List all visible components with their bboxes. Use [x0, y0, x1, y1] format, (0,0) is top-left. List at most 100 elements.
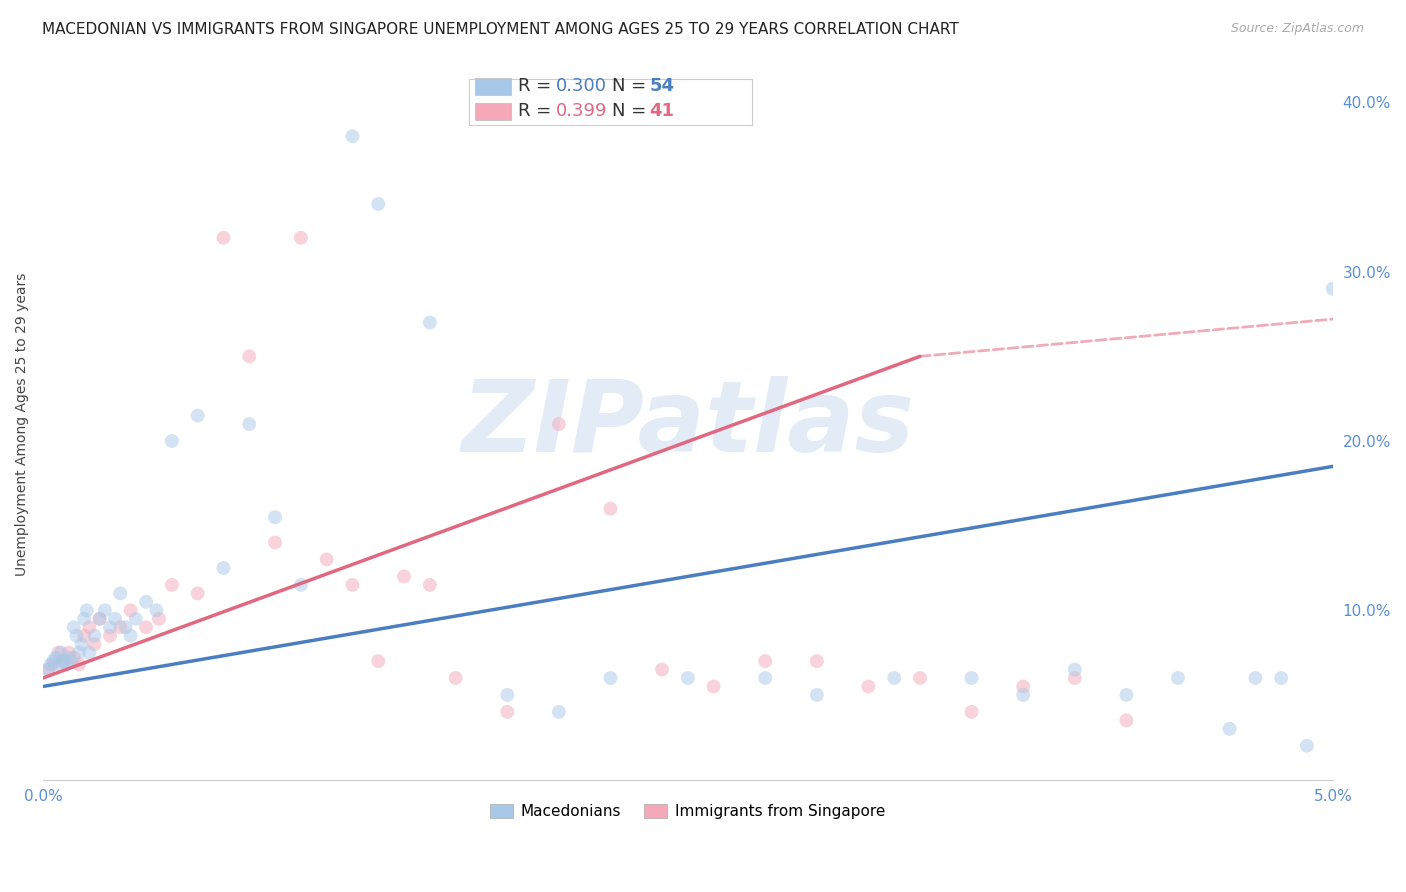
Text: R =: R = [517, 78, 557, 95]
Point [79, 646, 101, 660]
Point [89, 612, 111, 626]
Point [651, 663, 673, 677]
Point [135, 620, 157, 634]
Point [960, 671, 983, 685]
Point [94, 603, 117, 617]
Text: N =: N = [612, 78, 652, 95]
Point [676, 671, 699, 685]
Text: 0.399: 0.399 [557, 103, 607, 120]
Point [599, 501, 621, 516]
Text: MACEDONIAN VS IMMIGRANTS FROM SINGAPORE UNEMPLOYMENT AMONG AGES 25 TO 29 YEARS C: MACEDONIAN VS IMMIGRANTS FROM SINGAPORE … [42, 22, 959, 37]
Text: R =: R = [517, 103, 557, 120]
Point [1063, 671, 1085, 685]
Point [212, 231, 235, 245]
Point [83, 629, 105, 643]
Point [419, 316, 441, 330]
Point [290, 231, 312, 245]
Point [960, 705, 983, 719]
Point [599, 671, 621, 685]
Point [1012, 680, 1035, 694]
Point [858, 680, 880, 694]
Point [1063, 663, 1085, 677]
Point [187, 409, 209, 423]
Point [52, 654, 75, 668]
Point [1296, 739, 1319, 753]
Point [367, 197, 389, 211]
Point [89, 612, 111, 626]
Text: 0.300: 0.300 [557, 78, 607, 95]
Point [48, 657, 70, 672]
Legend: Macedonians, Immigrants from Singapore: Macedonians, Immigrants from Singapore [484, 798, 891, 825]
Point [1219, 722, 1241, 736]
Point [1270, 671, 1292, 685]
Y-axis label: Unemployment Among Ages 25 to 29 years: Unemployment Among Ages 25 to 29 years [15, 272, 30, 575]
Point [883, 671, 905, 685]
Point [1012, 688, 1035, 702]
Point [52, 654, 75, 668]
Point [48, 646, 70, 660]
Point [367, 654, 389, 668]
Text: N =: N = [612, 103, 652, 120]
Point [120, 603, 142, 617]
Point [1167, 671, 1189, 685]
Point [496, 688, 519, 702]
Point [290, 578, 312, 592]
Point [65, 629, 87, 643]
Point [55, 657, 77, 672]
Point [45, 650, 67, 665]
Point [67, 657, 90, 672]
Point [73, 629, 96, 643]
Point [754, 654, 776, 668]
Point [79, 620, 101, 634]
Point [42, 654, 65, 668]
Point [73, 612, 96, 626]
Point [83, 637, 105, 651]
Point [264, 535, 287, 549]
Point [160, 434, 183, 448]
Point [212, 561, 235, 575]
Point [238, 417, 260, 431]
Point [125, 612, 148, 626]
Point [114, 620, 136, 634]
Text: 54: 54 [650, 78, 673, 95]
Point [98, 620, 121, 634]
Point [37, 663, 59, 677]
Point [135, 595, 157, 609]
FancyBboxPatch shape [475, 78, 512, 95]
Point [63, 620, 86, 634]
Point [806, 654, 828, 668]
Point [754, 671, 776, 685]
Point [60, 654, 83, 668]
Point [37, 663, 59, 677]
Point [342, 578, 364, 592]
Point [67, 646, 90, 660]
Point [1322, 282, 1344, 296]
Point [547, 705, 569, 719]
Point [160, 578, 183, 592]
Point [806, 688, 828, 702]
Point [49, 646, 72, 660]
FancyBboxPatch shape [468, 79, 752, 126]
Point [98, 629, 121, 643]
Point [1244, 671, 1267, 685]
Text: Source: ZipAtlas.com: Source: ZipAtlas.com [1230, 22, 1364, 36]
Point [187, 586, 209, 600]
Point [145, 603, 167, 617]
Point [110, 620, 132, 634]
Point [104, 612, 127, 626]
Point [148, 612, 170, 626]
Text: ZIPatlas: ZIPatlas [461, 376, 914, 473]
Point [110, 586, 132, 600]
FancyBboxPatch shape [475, 103, 512, 120]
Point [58, 646, 80, 660]
Point [76, 603, 98, 617]
Point [238, 349, 260, 363]
Point [39, 657, 62, 672]
Point [547, 417, 569, 431]
Point [419, 578, 441, 592]
Point [1115, 688, 1137, 702]
Point [58, 650, 80, 665]
Point [342, 129, 364, 144]
Point [703, 680, 725, 694]
Point [908, 671, 931, 685]
